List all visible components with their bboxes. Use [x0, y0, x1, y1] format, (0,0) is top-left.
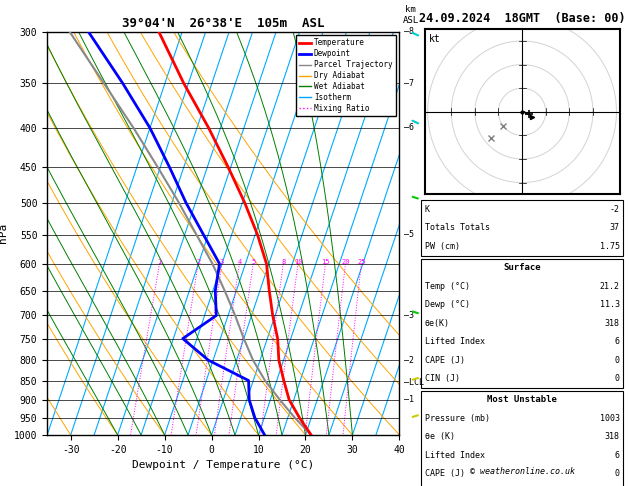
Text: 0: 0 [615, 356, 620, 364]
Text: km
ASL: km ASL [403, 5, 418, 25]
Text: Totals Totals: Totals Totals [425, 224, 489, 232]
Text: 5: 5 [251, 259, 255, 265]
Text: 1: 1 [157, 259, 162, 265]
Text: 3: 3 [220, 259, 224, 265]
Text: –7: –7 [404, 79, 414, 88]
Text: 25: 25 [357, 259, 365, 265]
Text: –6: –6 [404, 123, 414, 133]
Text: –2: –2 [404, 356, 414, 364]
Text: –8: –8 [404, 27, 414, 36]
Text: –1: –1 [404, 395, 414, 404]
Text: 6: 6 [615, 337, 620, 346]
Text: 0: 0 [615, 374, 620, 383]
Text: 0: 0 [615, 469, 620, 478]
Legend: Temperature, Dewpoint, Parcel Trajectory, Dry Adiabat, Wet Adiabat, Isotherm, Mi: Temperature, Dewpoint, Parcel Trajectory… [296, 35, 396, 116]
Text: 1.75: 1.75 [599, 242, 620, 251]
Text: 20: 20 [342, 259, 350, 265]
Text: Lifted Index: Lifted Index [425, 337, 484, 346]
Text: θe(K): θe(K) [425, 319, 450, 328]
Text: 318: 318 [604, 319, 620, 328]
Title: 39°04'N  26°38'E  105m  ASL: 39°04'N 26°38'E 105m ASL [122, 17, 325, 31]
Text: Surface: Surface [503, 263, 541, 272]
Text: kt: kt [428, 34, 440, 44]
Text: –LCL: –LCL [404, 378, 423, 387]
Text: 6: 6 [615, 451, 620, 460]
Text: Lifted Index: Lifted Index [425, 451, 484, 460]
Text: 1003: 1003 [599, 414, 620, 423]
Text: θe (K): θe (K) [425, 433, 455, 441]
Text: 2: 2 [196, 259, 200, 265]
X-axis label: Dewpoint / Temperature (°C): Dewpoint / Temperature (°C) [132, 460, 314, 470]
Text: 318: 318 [604, 433, 620, 441]
Text: –5: –5 [404, 230, 414, 239]
Y-axis label: hPa: hPa [0, 223, 8, 243]
Text: 11.3: 11.3 [599, 300, 620, 309]
Text: PW (cm): PW (cm) [425, 242, 460, 251]
Text: 8: 8 [281, 259, 286, 265]
Text: -2: -2 [610, 205, 620, 214]
Text: Pressure (mb): Pressure (mb) [425, 414, 489, 423]
Text: K: K [425, 205, 430, 214]
Text: CIN (J): CIN (J) [425, 374, 460, 383]
Text: 37: 37 [610, 224, 620, 232]
Text: Temp (°C): Temp (°C) [425, 282, 470, 291]
Text: CAPE (J): CAPE (J) [425, 469, 465, 478]
Text: Dewp (°C): Dewp (°C) [425, 300, 470, 309]
Text: CAPE (J): CAPE (J) [425, 356, 465, 364]
Text: © weatheronline.co.uk: © weatheronline.co.uk [470, 467, 574, 476]
Text: 4: 4 [237, 259, 242, 265]
Text: –3: –3 [404, 311, 414, 320]
Text: Most Unstable: Most Unstable [487, 396, 557, 404]
Text: 24.09.2024  18GMT  (Base: 00): 24.09.2024 18GMT (Base: 00) [419, 12, 625, 25]
Text: 21.2: 21.2 [599, 282, 620, 291]
Text: 10: 10 [294, 259, 303, 265]
Text: 15: 15 [321, 259, 330, 265]
